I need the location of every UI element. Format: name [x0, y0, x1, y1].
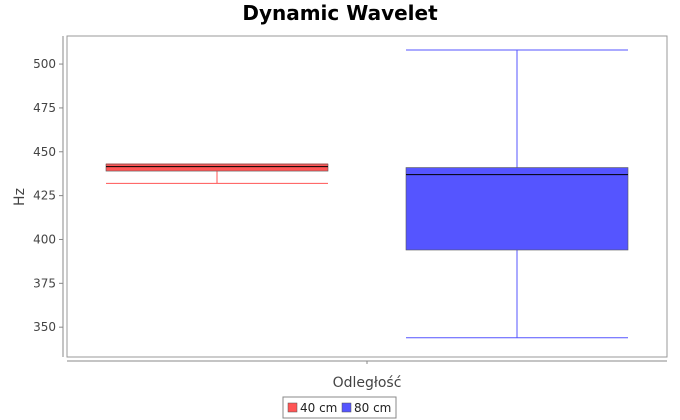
y-tick-label: 475: [33, 101, 56, 115]
y-tick-label: 400: [33, 232, 56, 246]
iqr-box: [405, 167, 629, 251]
legend-box: [282, 396, 397, 419]
legend: 40 cm 80 cm: [282, 396, 397, 419]
iqr-box: [105, 163, 329, 172]
y-tick-label: 350: [33, 320, 56, 334]
y-tick-label: 425: [33, 189, 56, 203]
y-axis-ticks: 350 375 400 425 450 475 500: [33, 57, 63, 334]
x-axis-label: Odległość: [333, 375, 402, 391]
legend-swatch: [341, 402, 352, 413]
box-2: [405, 49, 629, 339]
box-series-group: [105, 49, 629, 339]
y-tick-label: 500: [33, 57, 56, 71]
y-tick-label: 375: [33, 276, 56, 290]
y-tick-label: 450: [33, 145, 56, 159]
legend-label: 80 cm: [354, 401, 391, 415]
chart-title: Dynamic Wavelet: [242, 1, 438, 25]
box-1: [105, 163, 329, 184]
y-axis-label: Hz: [12, 188, 28, 206]
legend-label: 40 cm: [300, 401, 337, 415]
legend-swatch: [287, 402, 298, 413]
